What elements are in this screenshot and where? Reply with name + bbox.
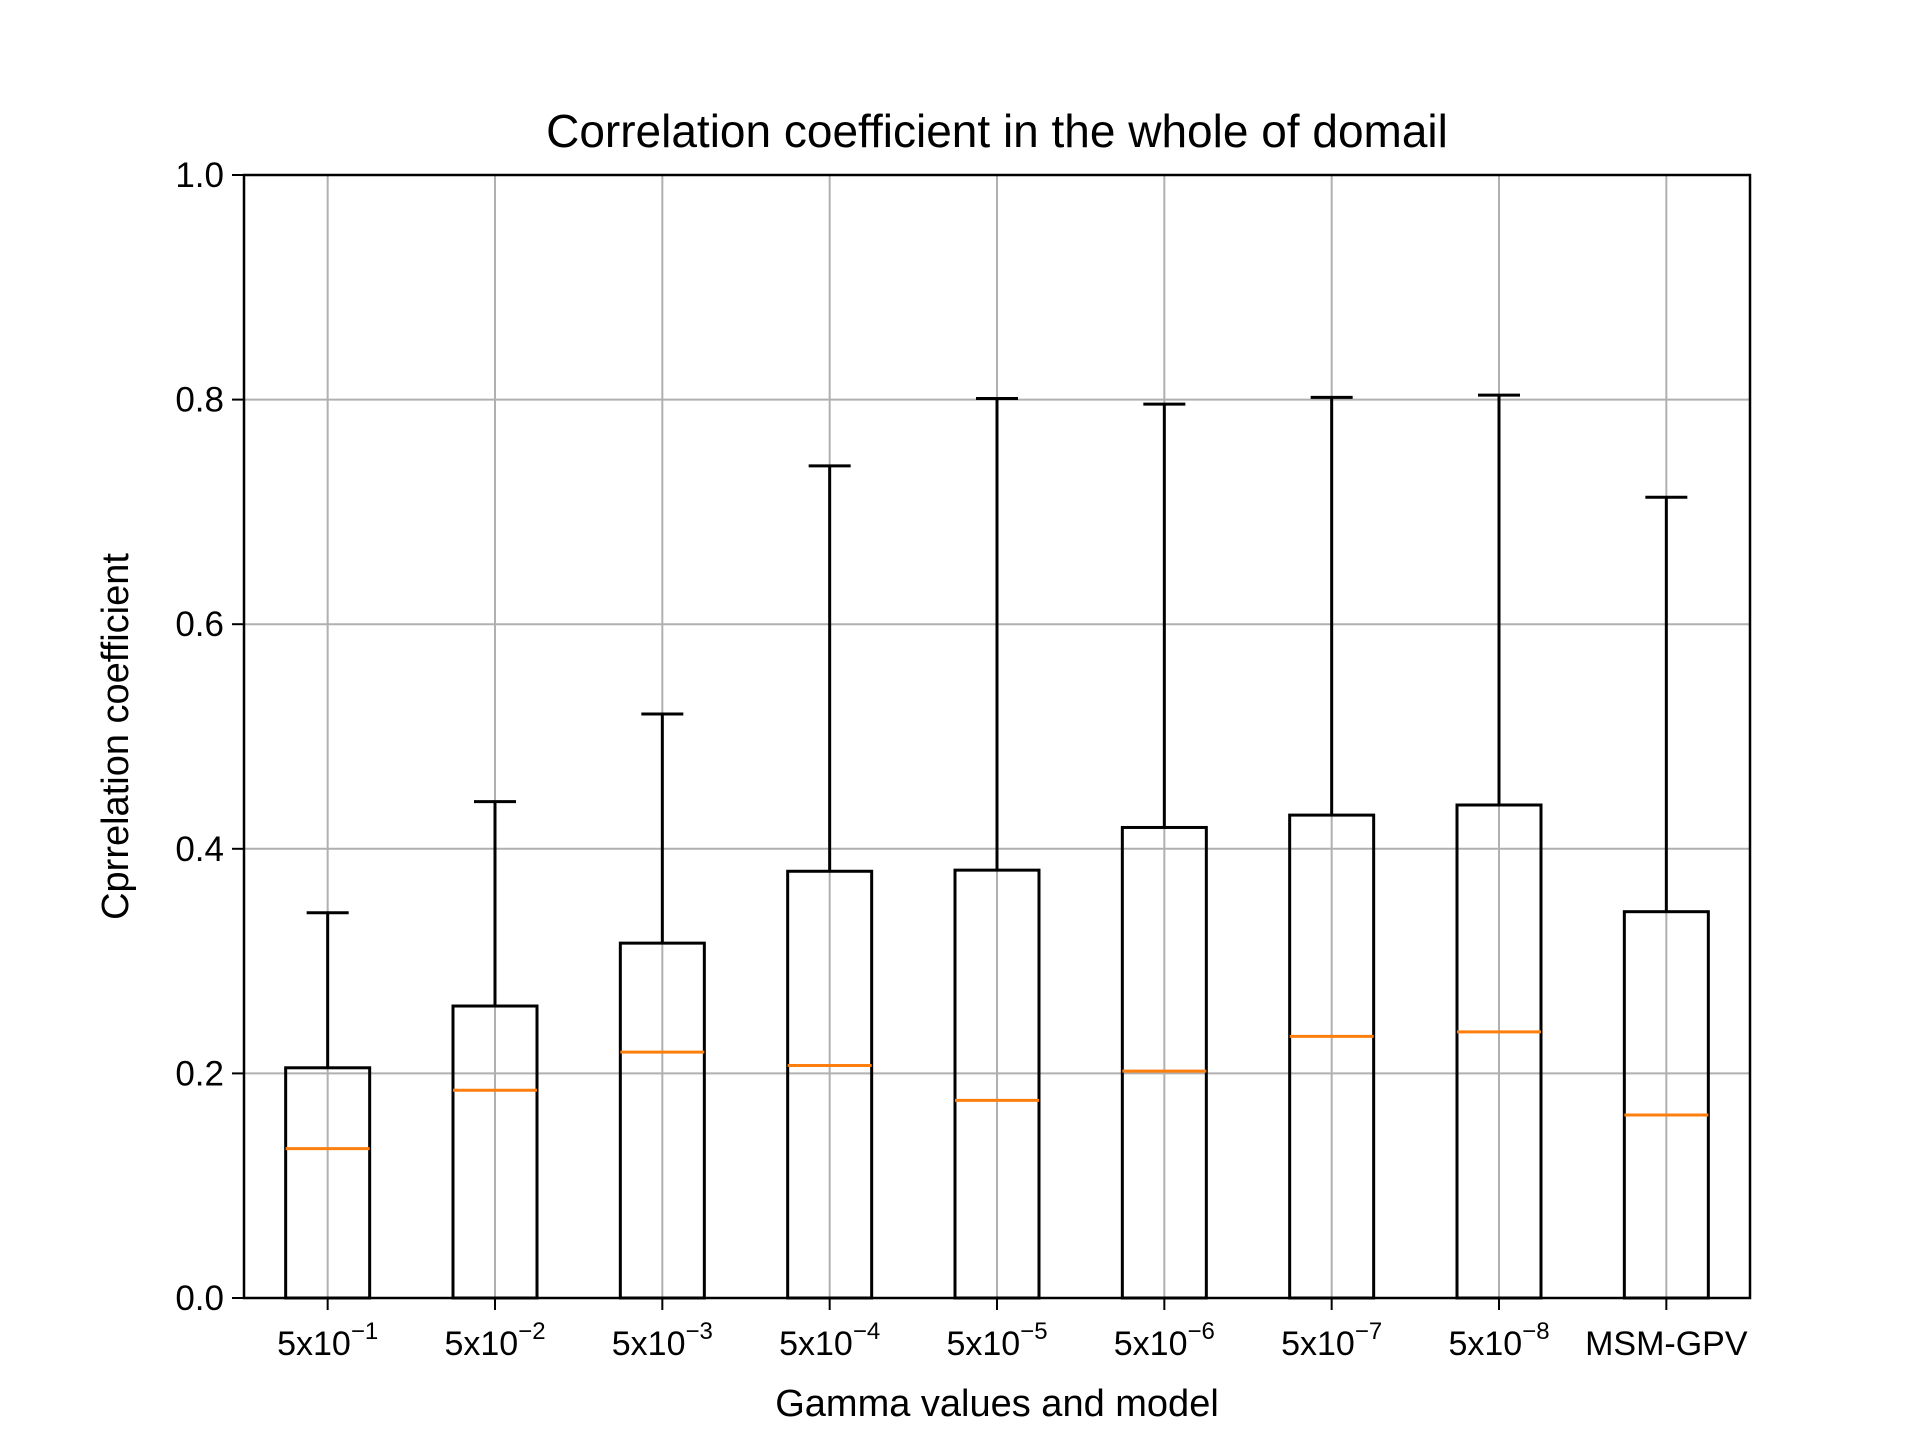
- y-axis-ticks: 0.0 0.2 0.4 0.6 0.8 1.0: [175, 156, 244, 1318]
- y-tick-label: 0.2: [175, 1054, 224, 1093]
- x-tick-label: 5x10−4: [779, 1318, 880, 1363]
- y-tick-label: 1.0: [175, 156, 224, 195]
- boxes-group: [284, 393, 1710, 1300]
- x-tick-label: MSM-GPV: [1585, 1325, 1748, 1363]
- x-tick-label: 5x10−3: [612, 1318, 713, 1363]
- chart-title: Correlation coefficient in the whole of …: [546, 105, 1448, 157]
- y-tick-label: 0.0: [175, 1279, 224, 1318]
- x-tick-label: 5x10−5: [946, 1318, 1047, 1363]
- y-axis-label: Cprrelation coefficient: [95, 553, 137, 920]
- x-tick-label: 5x10−6: [1114, 1318, 1215, 1363]
- box-item: [451, 800, 539, 1300]
- x-axis-label: Gamma values and model: [775, 1383, 1219, 1425]
- y-tick-label: 0.4: [175, 830, 224, 869]
- y-tick-label: 0.8: [175, 381, 224, 420]
- x-axis-ticks: 5x10−1 5x10−2 5x10−3 5x10−4 5x10−5 5x10−6 5x10…: [277, 1298, 1748, 1363]
- x-tick-label: 5x10−1: [277, 1318, 378, 1363]
- x-tick-label: 5x10−8: [1448, 1318, 1549, 1363]
- y-tick-label: 0.6: [175, 605, 224, 644]
- x-tick-label: 5x10−7: [1281, 1318, 1382, 1363]
- x-tick-label: 5x10−2: [444, 1318, 545, 1363]
